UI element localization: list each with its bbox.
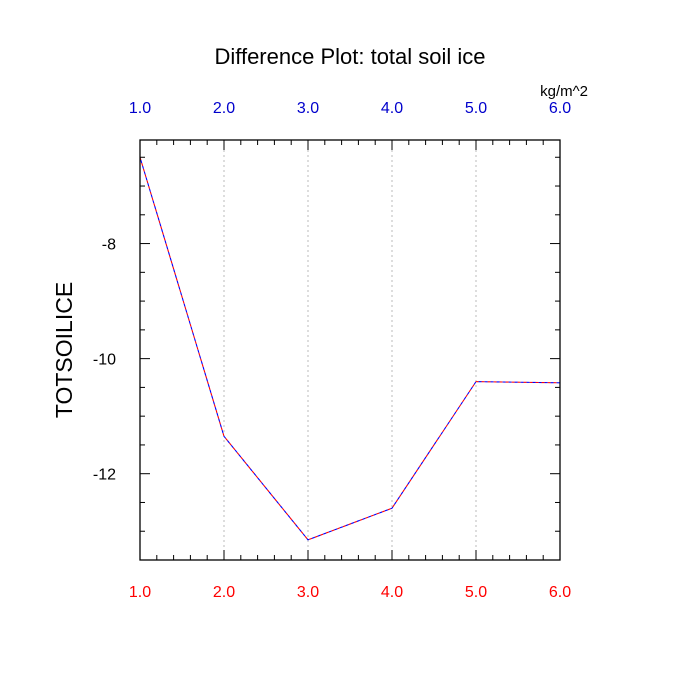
series-line-1	[139, 157, 561, 541]
grid-lines	[223, 140, 477, 560]
x-tick-label-top: 5.0	[465, 100, 487, 117]
x-tick-label-top: 3.0	[297, 100, 319, 117]
x-tick-label-top: 6.0	[549, 100, 571, 117]
x-tick-label-bottom: 2.0	[213, 584, 235, 601]
axis-ticks	[139, 140, 561, 561]
x-tick-label-bottom: 5.0	[465, 584, 487, 601]
y-tick-label: -8	[102, 237, 116, 254]
x-tick-label-bottom: 4.0	[381, 584, 403, 601]
y-tick-label: -12	[93, 467, 116, 484]
x-tick-label-top: 4.0	[381, 100, 403, 117]
series-lines	[139, 157, 561, 541]
x-tick-label-bottom: 1.0	[129, 584, 151, 601]
units-label: kg/m^2	[540, 83, 588, 100]
x-tick-label-bottom: 3.0	[297, 584, 319, 601]
series-line-2	[139, 157, 561, 541]
x-tick-label-bottom: 6.0	[549, 584, 571, 601]
x-tick-label-top: 2.0	[213, 100, 235, 117]
y-axis-label: TOTSOILICE	[51, 282, 77, 418]
tick-labels: 1.0 1.0 2.0 2.0 3.0 3.0 4.0 4.0 5.0 5.0 6.0 6.0 -8 -1…	[93, 100, 571, 601]
y-tick-label: -10	[93, 352, 116, 369]
chart-title: Difference Plot: total soil ice	[214, 44, 485, 69]
plot-frame	[139, 139, 561, 561]
x-tick-label-top: 1.0	[129, 100, 151, 117]
